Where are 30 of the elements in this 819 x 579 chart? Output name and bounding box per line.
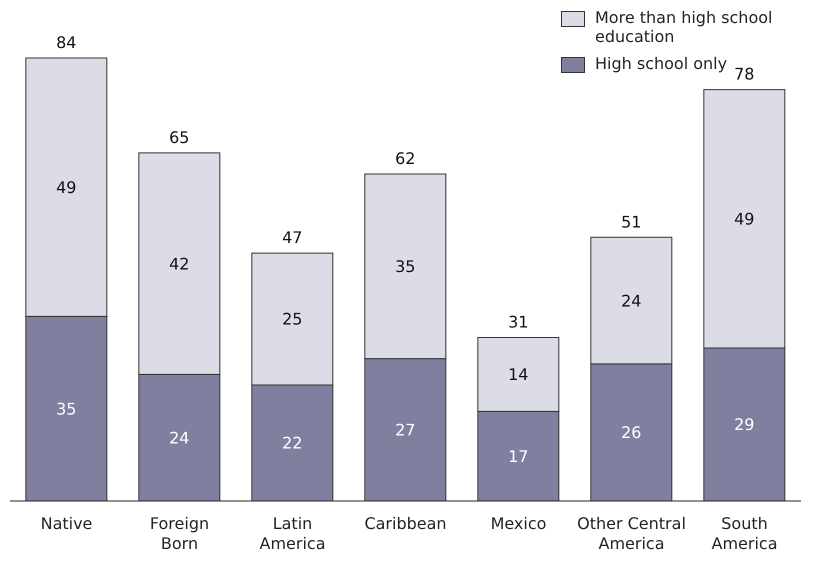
x-tick-label: Caribbean	[364, 514, 447, 533]
total-label: 84	[56, 33, 76, 52]
total-label: 62	[395, 149, 416, 168]
data-label: 42	[169, 254, 190, 274]
data-label: 35	[56, 399, 76, 418]
data-label: 49	[56, 178, 76, 197]
legend-label: High school only	[595, 54, 728, 73]
total-label: 47	[282, 228, 302, 248]
total-label: 51	[621, 212, 642, 232]
data-label: 49	[734, 210, 754, 229]
data-label: 14	[508, 365, 528, 384]
data-label: 22	[282, 434, 302, 453]
x-tick-label: Latin America	[260, 514, 326, 553]
x-tick-label: Foreign Born	[150, 514, 210, 553]
legend-label: More than high school education	[595, 8, 774, 46]
total-label: 65	[169, 128, 190, 147]
data-label: 17	[508, 446, 528, 466]
data-label: 29	[734, 415, 754, 434]
x-tick-label: Other Central America	[577, 514, 686, 553]
x-tick-label: Native	[40, 514, 92, 533]
total-label: 78	[734, 64, 754, 84]
data-label: 24	[621, 291, 642, 310]
x-tick-label: Mexico	[490, 514, 546, 533]
data-label: 26	[621, 423, 642, 442]
data-label: 25	[282, 310, 302, 329]
data-label: 24	[169, 428, 190, 448]
total-label: 31	[508, 312, 528, 332]
data-label: 35	[395, 256, 416, 276]
data-label: 27	[395, 420, 416, 440]
x-tick-label: South America	[712, 514, 778, 553]
